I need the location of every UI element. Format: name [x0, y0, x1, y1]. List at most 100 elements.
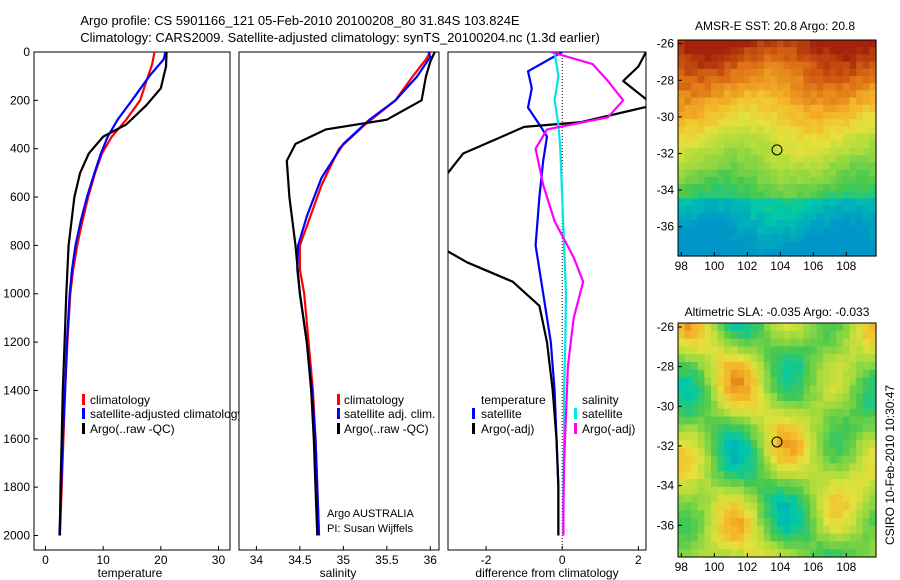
heatmap-cell — [704, 541, 712, 550]
heatmap-cell — [783, 155, 791, 163]
heatmap-cell — [697, 47, 705, 55]
heatmap-cell — [816, 525, 824, 535]
heatmap-cell — [678, 338, 686, 347]
heatmap-cell — [856, 494, 864, 503]
lon-tick-label: 98 — [675, 259, 689, 273]
heatmap-cell — [763, 377, 771, 386]
heatmap-cell — [856, 126, 864, 135]
heatmap-cell — [750, 432, 758, 441]
heatmap-cell — [803, 525, 811, 535]
heatmap-cell — [744, 54, 752, 63]
heatmap-cell — [783, 47, 791, 55]
heatmap-cell — [737, 68, 745, 77]
heatmap-cell — [856, 385, 864, 394]
heatmap-cell — [691, 533, 699, 542]
heatmap-cell — [823, 119, 831, 127]
heatmap-cell — [750, 54, 758, 63]
heatmap-cell — [691, 191, 699, 199]
heatmap-cell — [796, 90, 804, 99]
heatmap-cell — [711, 393, 719, 402]
heatmap-cell — [697, 541, 705, 550]
heatmap-cell — [750, 205, 758, 214]
heatmap-cell — [862, 455, 870, 464]
heatmap-cell — [744, 40, 752, 48]
heatmap-cell — [856, 162, 864, 171]
heatmap-cell — [849, 362, 857, 371]
heatmap-cell — [869, 463, 877, 472]
heatmap-cell — [869, 432, 877, 441]
heatmap-cell — [770, 455, 778, 464]
heatmap-cell — [697, 525, 705, 535]
heatmap-cell — [763, 463, 771, 472]
y-tick-label: 1400 — [3, 383, 30, 397]
heatmap-cell — [750, 68, 758, 77]
heatmap-cell — [704, 97, 712, 106]
heatmap-cell — [843, 533, 851, 542]
heatmap-cell — [711, 416, 719, 425]
heatmap-cell — [836, 393, 844, 402]
heatmap-cell — [849, 354, 857, 363]
heatmap-cell — [849, 90, 857, 99]
heatmap-cell — [829, 369, 837, 379]
legend-label-argo: Argo(..raw -QC) — [90, 422, 175, 436]
heatmap-cell — [724, 148, 732, 156]
heatmap-cell — [737, 133, 745, 142]
heatmap-cell — [849, 455, 857, 464]
heatmap-cell — [783, 241, 791, 250]
heatmap-cell — [717, 338, 725, 347]
heatmap-cell — [684, 220, 692, 228]
heatmap-cell — [697, 40, 705, 48]
heatmap-cell — [810, 447, 818, 457]
heatmap-cell — [724, 68, 732, 77]
heatmap-cell — [750, 148, 758, 156]
heatmap-cell — [763, 169, 771, 178]
heatmap-cell — [750, 416, 758, 425]
heatmap-cell — [724, 241, 732, 250]
argo-source-label: Argo AUSTRALIA — [327, 508, 414, 520]
heatmap-cell — [816, 494, 824, 503]
heatmap-cell — [862, 510, 870, 519]
heatmap-cell — [750, 198, 758, 207]
heatmap-cell — [803, 471, 811, 480]
heatmap-cell — [717, 40, 725, 48]
heatmap-cell — [843, 126, 851, 135]
heatmap-cell — [803, 119, 811, 127]
heatmap-cell — [737, 205, 745, 214]
heatmap-cell — [711, 330, 719, 340]
legend-header-temperature: temperature — [481, 393, 546, 407]
heatmap-cell — [856, 212, 864, 221]
heatmap-cell — [704, 176, 712, 185]
heatmap-cell — [691, 198, 699, 207]
heatmap-cell — [770, 176, 778, 185]
heatmap-cell — [730, 68, 738, 77]
heatmap-cell — [836, 155, 844, 163]
heatmap-cell — [816, 133, 824, 142]
heatmap-cell — [711, 518, 719, 527]
heatmap-cell — [704, 126, 712, 135]
heatmap-cell — [744, 393, 752, 402]
heatmap-cell — [849, 205, 857, 214]
heatmap-cell — [750, 455, 758, 464]
heatmap-cell — [796, 140, 804, 149]
heatmap-cell — [856, 61, 864, 70]
heatmap-cell — [724, 369, 732, 379]
heatmap-cell — [816, 104, 824, 113]
legend-swatch-sal-satellite — [574, 408, 577, 419]
heatmap-cell — [763, 205, 771, 214]
heatmap-cell — [757, 47, 765, 55]
heatmap-cell — [777, 494, 785, 503]
heatmap-cell — [717, 455, 725, 464]
heatmap-cell — [697, 155, 705, 163]
heatmap-cell — [750, 176, 758, 185]
heatmap-cell — [810, 338, 818, 347]
heatmap-cell — [823, 533, 831, 542]
heatmap-cell — [763, 126, 771, 135]
heatmap-cell — [816, 533, 824, 542]
heatmap-cell — [684, 169, 692, 178]
heatmap-cell — [757, 502, 765, 511]
heatmap-cell — [737, 104, 745, 113]
heatmap-cell — [856, 330, 864, 340]
heatmap-cell — [717, 346, 725, 355]
heatmap-cell — [724, 119, 732, 127]
heatmap-cell — [691, 432, 699, 441]
